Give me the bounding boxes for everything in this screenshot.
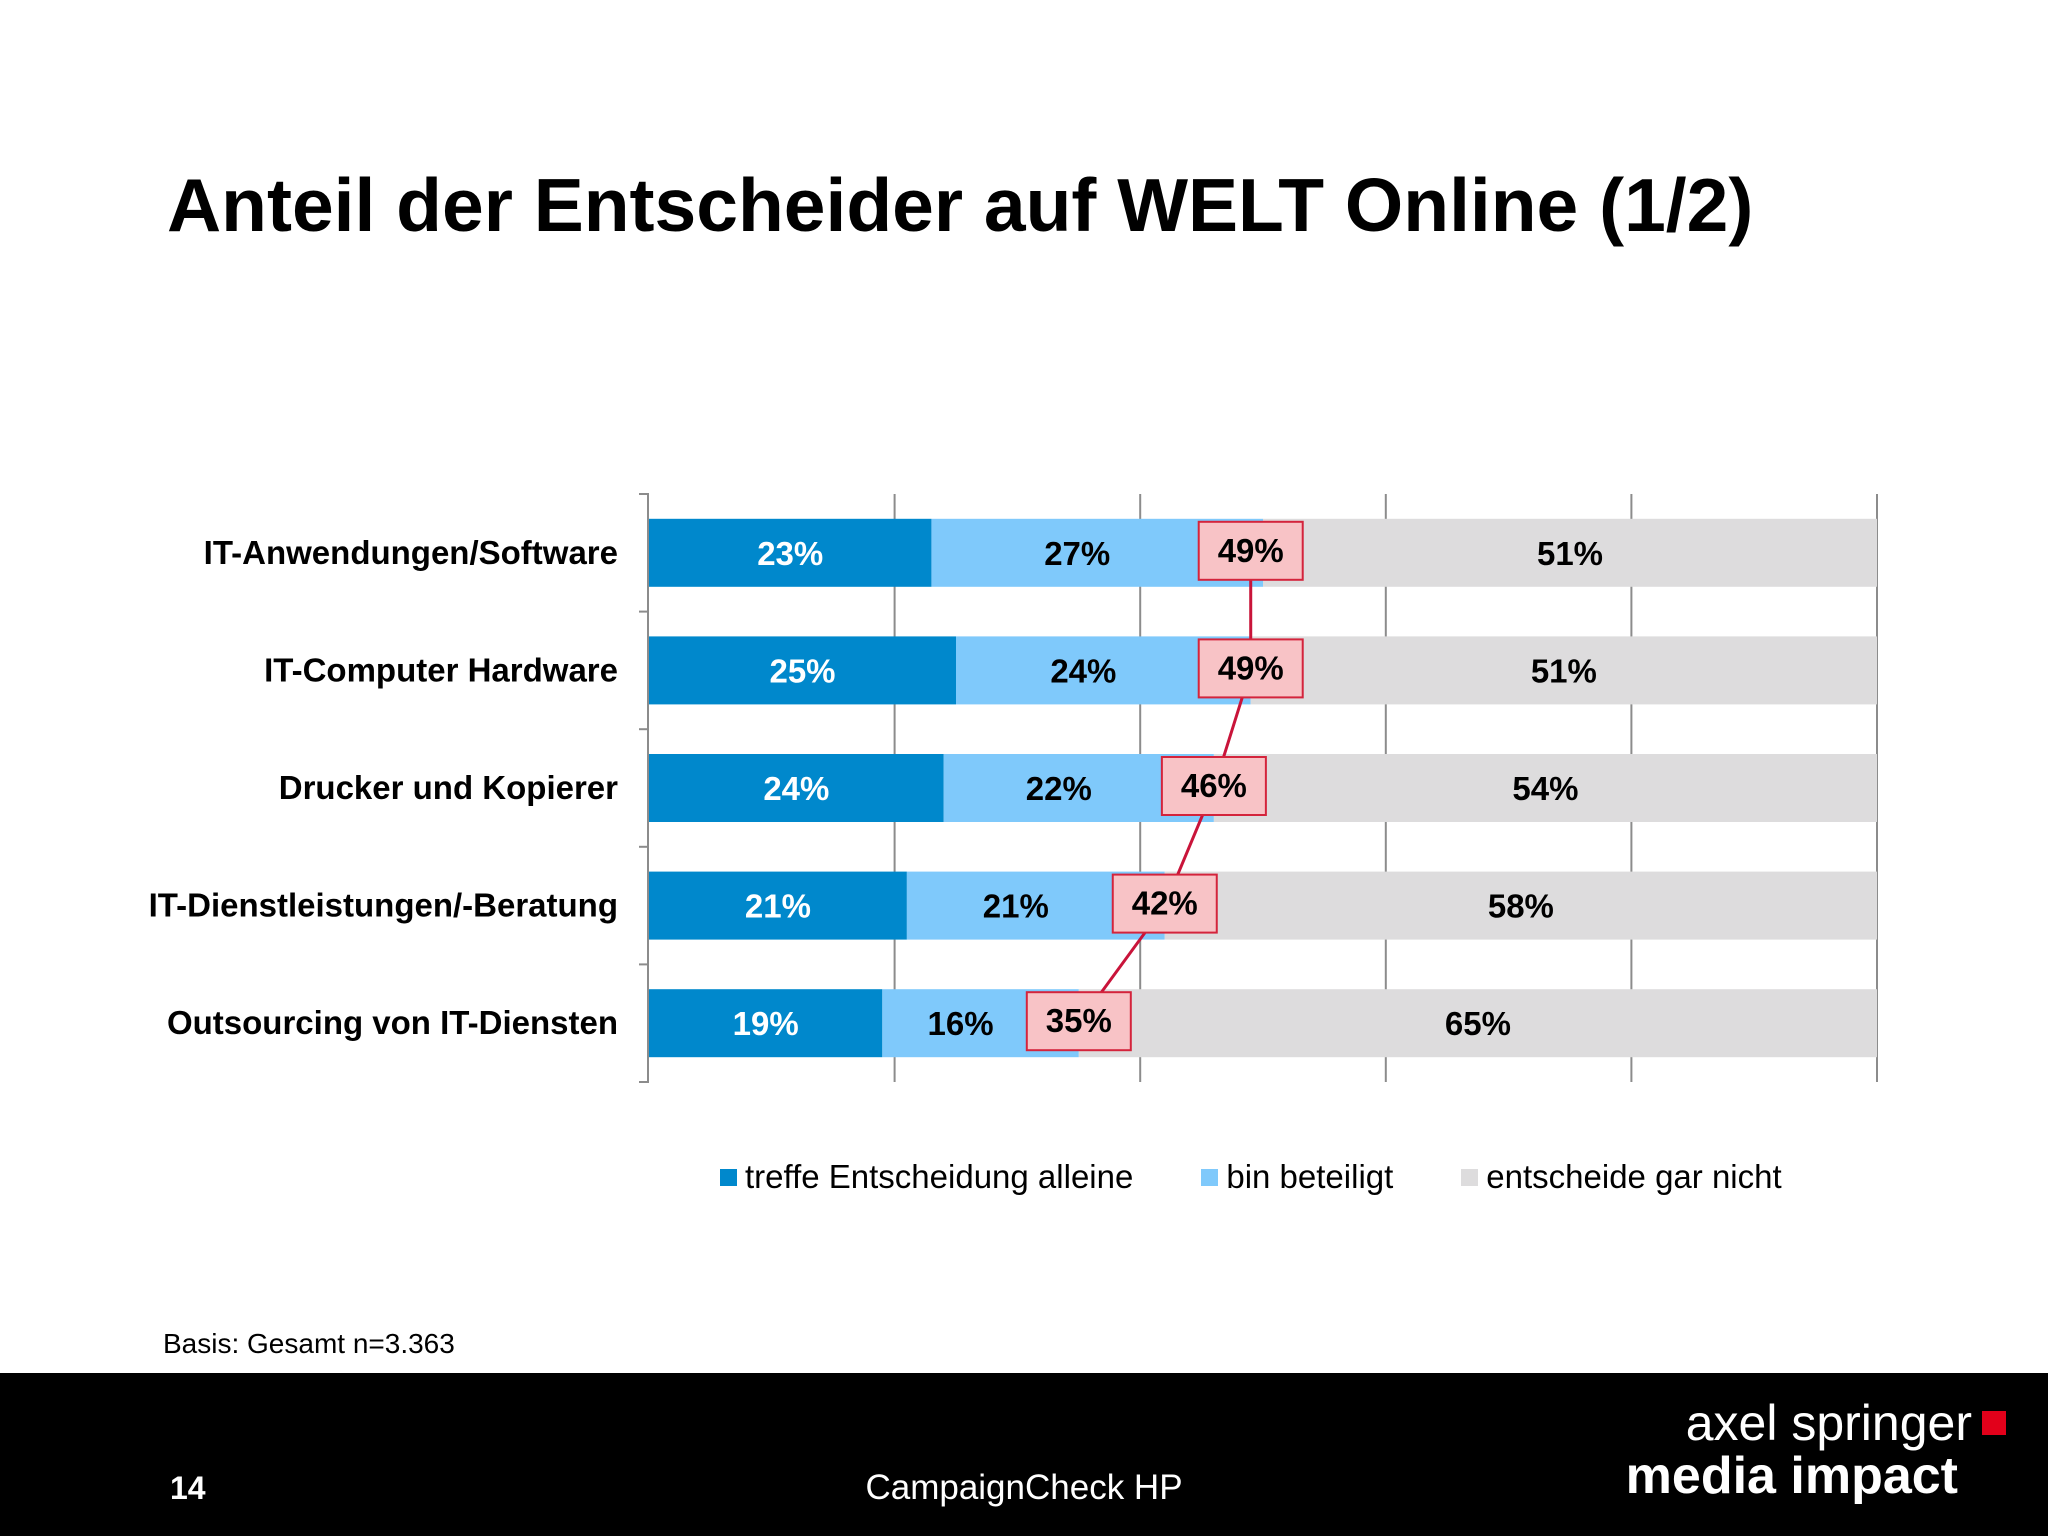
chart-legend: treffe Entscheidung alleine bin beteilig…: [720, 1158, 1782, 1196]
data-label: 24%: [763, 770, 829, 807]
total-box: [1111, 873, 1218, 934]
total-label: 49%: [1218, 649, 1284, 686]
legend-swatch-not: [1461, 1168, 1479, 1186]
footer-caption: CampaignCheck HP: [865, 1468, 1183, 1507]
data-label: 54%: [1512, 770, 1578, 807]
bar-segment: [649, 636, 956, 705]
data-label: 27%: [1044, 535, 1110, 572]
data-label: 21%: [983, 888, 1049, 925]
data-label: 65%: [1445, 1005, 1511, 1042]
data-label: 23%: [757, 535, 823, 572]
legend-item-involved: bin beteiligt: [1201, 1158, 1393, 1196]
bar-segment: [1164, 871, 1877, 940]
legend-label-alone: treffe Entscheidung alleine: [745, 1158, 1134, 1195]
total-box: [1025, 991, 1132, 1052]
bar-segment: [649, 989, 883, 1058]
data-label: 58%: [1488, 888, 1554, 925]
total-label: 49%: [1218, 532, 1284, 569]
basis-note: Basis: Gesamt n=3.363: [163, 1328, 455, 1359]
legend-item-not: entscheide gar nicht: [1461, 1158, 1782, 1196]
category-label: IT-Anwendungen/Software: [204, 534, 618, 571]
total-box: [1160, 756, 1267, 816]
data-label: 22%: [1026, 770, 1092, 807]
category-label: Drucker und Kopierer: [279, 769, 618, 806]
legend-item-alone: treffe Entscheidung alleine: [720, 1158, 1133, 1196]
stacked-bar-chart: IT-Anwendungen/Software 23% 27% 51% IT-Compu…: [149, 493, 1878, 1083]
data-label: 51%: [1531, 652, 1597, 689]
data-label: 25%: [769, 652, 835, 689]
data-label: 16%: [928, 1005, 994, 1042]
total-label: 46%: [1181, 767, 1247, 804]
logo-red-square: [1982, 1411, 2006, 1435]
logo-text-media-impact: media impact: [1625, 1447, 1958, 1505]
total-label: 42%: [1132, 885, 1198, 922]
data-label: 21%: [745, 888, 811, 925]
bar-segment: [1263, 518, 1877, 587]
page-number: 14: [170, 1470, 206, 1506]
total-box: [1197, 520, 1304, 581]
bar-segment: [649, 754, 944, 822]
page-title: Anteil der Entscheider auf WELT Online (…: [167, 163, 1754, 247]
bar-segment: [649, 518, 932, 587]
data-label: 51%: [1537, 535, 1603, 572]
legend-swatch-involved: [1201, 1168, 1219, 1186]
data-label: 19%: [733, 1005, 799, 1042]
category-label: IT-Dienstleistungen/-Beratung: [149, 887, 618, 924]
legend-swatch-alone: [720, 1168, 737, 1186]
total-box: [1197, 638, 1304, 699]
bar-segment: [649, 871, 907, 940]
total-label: 35%: [1046, 1002, 1112, 1039]
data-label: 24%: [1050, 652, 1116, 689]
bar-segment: [1213, 754, 1877, 822]
footer-bar: 14 CampaignCheck HP axel springer media …: [0, 1373, 2048, 1536]
bar-segment: [1250, 636, 1877, 705]
logo-text-axel-springer: axel springer: [1685, 1395, 1972, 1451]
bar-segment: [1078, 989, 1877, 1058]
legend-label-not: entscheide gar nicht: [1486, 1158, 1782, 1195]
category-label: Outsourcing von IT-Diensten: [167, 1004, 618, 1041]
brand-logo: axel springer media impact: [1626, 1397, 2006, 1503]
legend-label-involved: bin beteiligt: [1226, 1158, 1394, 1195]
category-label: IT-Computer Hardware: [264, 651, 618, 688]
